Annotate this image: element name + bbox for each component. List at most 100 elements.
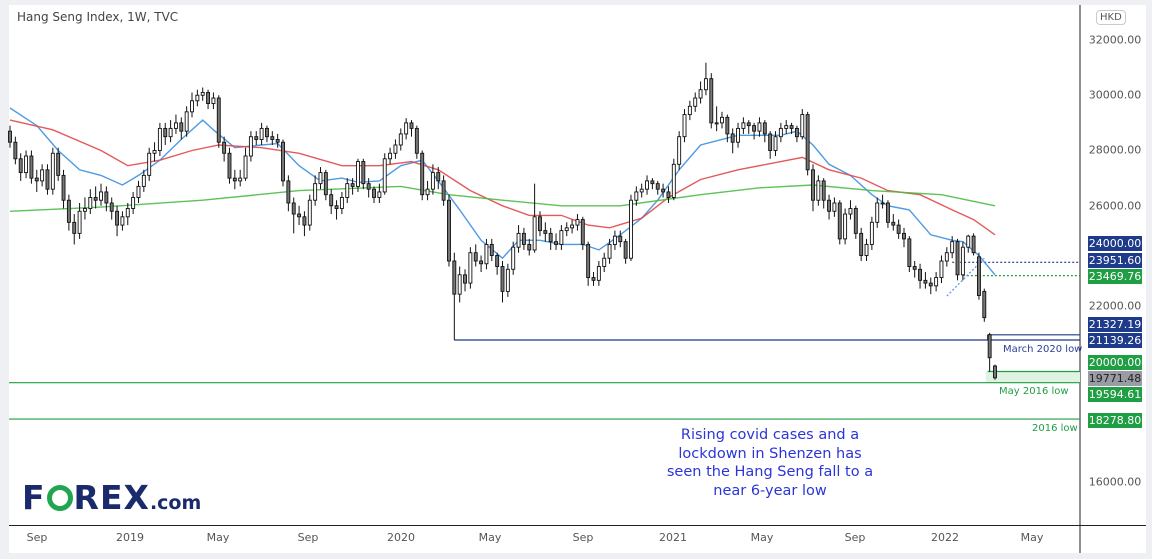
y-tick: 32000.00 [1088,33,1142,47]
candle-body [757,122,762,132]
candle-body [99,191,103,201]
currency-badge[interactable]: HKD [1096,10,1126,25]
candle-body [639,188,644,193]
candle-body [538,216,542,232]
candle-body [40,169,45,182]
moving-average-line-1 [9,119,996,236]
moving-average-line-0 [9,107,996,276]
candle-body [602,257,607,267]
candle-body [837,202,842,240]
price-tag: 23469.76 [1088,269,1142,284]
candle-body [832,202,837,212]
candle-body [800,114,805,138]
candle-body [650,180,655,185]
candle-body [655,183,660,190]
candle-body [687,105,692,116]
candle-body [157,127,162,151]
candle-body [869,221,874,245]
candle-body [174,122,178,129]
candle-body [388,152,393,160]
candle-body [928,282,933,287]
x-tick: Sep [26,531,48,544]
candle-body [382,158,387,193]
candle-body [618,235,623,243]
candle-body [307,199,312,226]
candle-body [677,136,682,165]
candle-body [634,191,639,201]
candle-body [495,255,500,267]
candle-body [463,274,467,284]
candle-body [805,114,810,171]
candle-body [275,138,280,143]
candle-body [334,205,339,209]
candle-body [720,116,724,124]
candle-body [313,183,318,201]
candle-body [34,177,39,182]
x-tick: Sep [844,531,866,544]
candle-body [848,208,853,215]
candle-body [586,243,591,279]
candle-body [629,199,633,259]
candle-body [238,177,243,182]
candle-body [115,210,120,226]
candle-body [575,219,580,226]
candle-body [366,183,371,190]
candle-body [960,246,965,276]
candle-body [302,216,307,226]
chart-annotation: Rising covid cases and a lockdown in She… [666,427,874,499]
logo-rex: REX [73,478,150,517]
candle-body [789,125,794,129]
forex-com-logo: F REX.com [22,478,201,517]
candle-body [254,136,259,140]
support-zone [985,371,1080,383]
candle-body [131,197,136,209]
candle-body [661,188,666,193]
x-tick: May [1020,531,1044,544]
candle-body [950,241,955,254]
candle-body [265,127,269,138]
x-tick: 2021 [659,531,687,544]
candle-body [152,150,157,154]
candle-body [425,188,430,196]
candle-body [843,213,848,240]
candle-body [13,141,18,160]
candle-body [398,133,403,146]
candle-body [163,127,168,138]
candle-body [527,243,532,251]
candle-body [345,183,350,198]
candle-body [420,152,425,196]
candle-body [516,232,521,248]
candle-body [457,274,462,295]
y-tick: 26000.00 [1088,199,1142,213]
price-tag: 23951.60 [1088,253,1142,268]
candle-body [875,202,880,223]
candle-body [976,256,981,296]
2016-low-label: 2016 low [1032,423,1078,434]
candle-body [768,133,773,151]
candle-body [554,241,558,245]
candle-body [532,216,537,251]
candle-body [248,136,253,157]
candle-body [971,235,976,254]
candle-body [200,92,205,96]
candle-body [682,114,687,138]
candle-body [698,89,703,99]
candle-body [559,230,564,245]
candle-body [291,202,296,215]
last-price-tag: 19771.48 [1088,371,1142,386]
candle-body [982,290,987,319]
logo-dotcom: .com [149,492,202,514]
candle-body [671,163,676,198]
candle-body [570,224,575,229]
candle-body [564,227,569,232]
candle-body [607,243,612,259]
candle-body [136,185,141,198]
x-tick: 2019 [116,531,144,544]
price-tag: 24000.00 [1088,236,1142,251]
candle-body [18,158,23,174]
moving-average-line-2 [9,184,996,212]
price-tag: 20000.00 [1088,355,1142,370]
candle-body [703,78,708,91]
candle-body [511,246,516,270]
